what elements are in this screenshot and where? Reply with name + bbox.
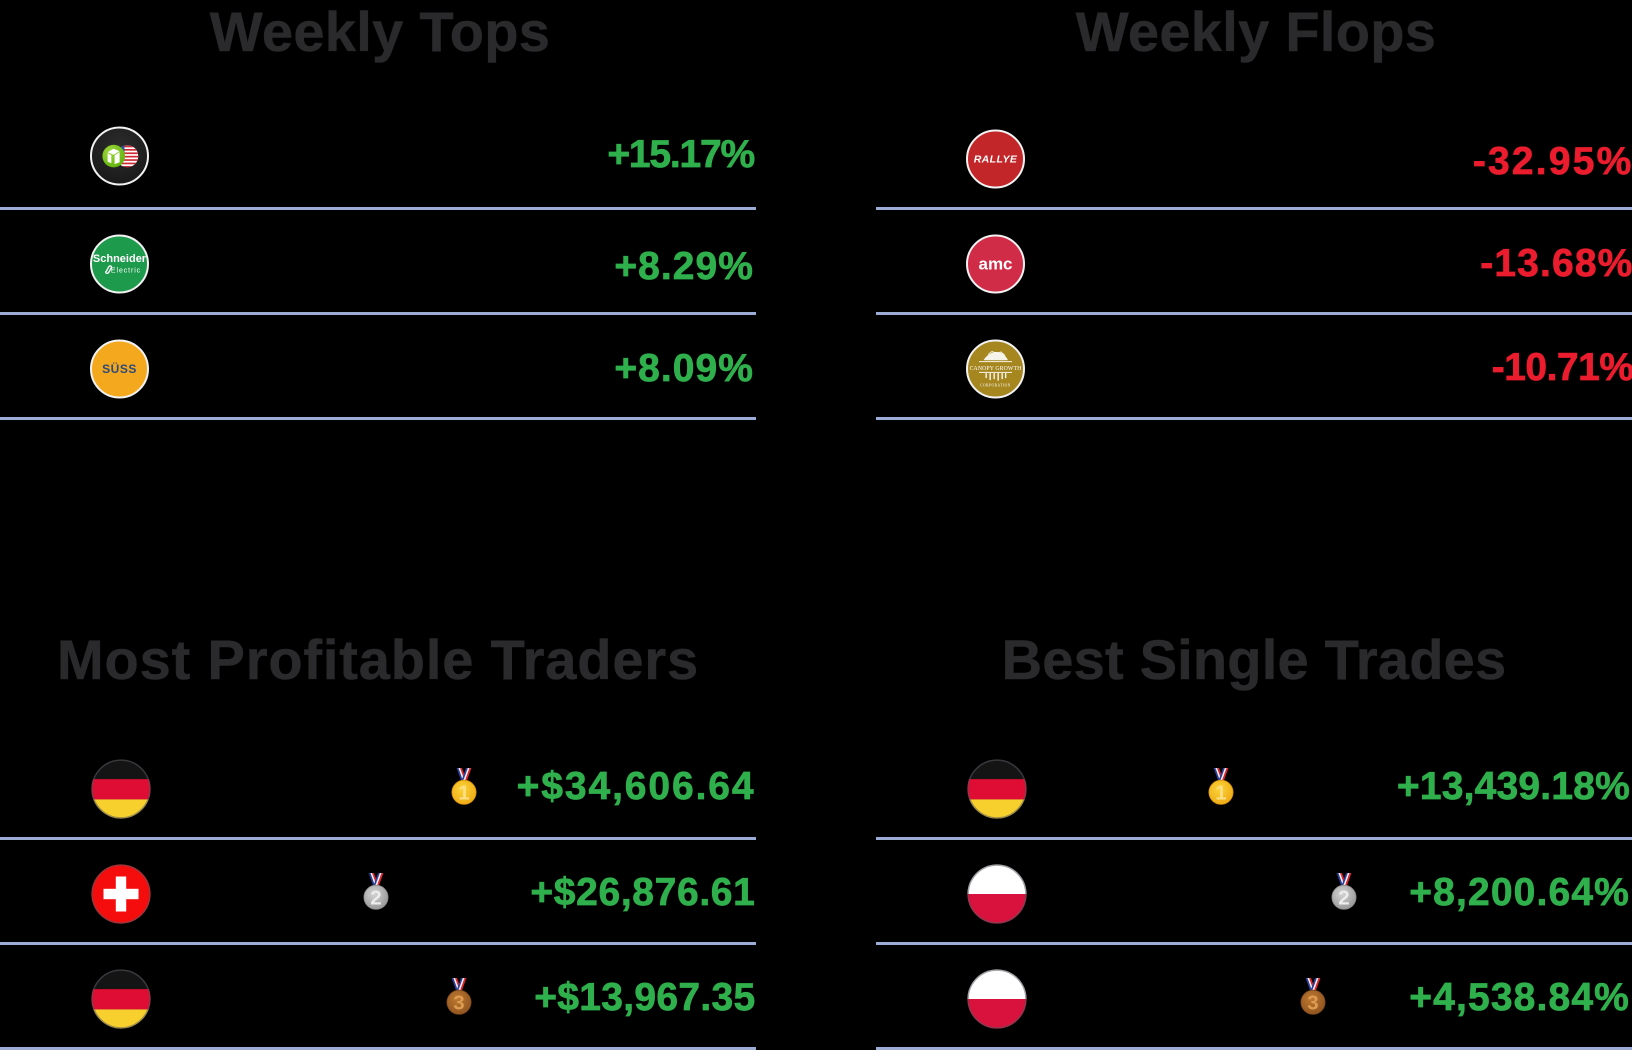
svg-text:CANOPY GROWTH: CANOPY GROWTH	[970, 366, 1023, 372]
svg-text:2: 2	[1338, 886, 1349, 909]
svg-text:amc: amc	[978, 254, 1012, 273]
svg-text:2: 2	[370, 886, 381, 909]
svg-text:1: 1	[458, 781, 469, 804]
svg-text:3: 3	[453, 991, 464, 1014]
svg-text:CORPORATION: CORPORATION	[980, 383, 1011, 387]
svg-text:Schneider: Schneider	[93, 253, 147, 265]
svg-text:Electric: Electric	[111, 267, 141, 274]
svg-text:RALLYE: RALLYE	[974, 153, 1018, 165]
svg-text:1: 1	[1215, 781, 1226, 804]
svg-text:SÜSS: SÜSS	[102, 361, 137, 376]
svg-text:3: 3	[1307, 991, 1318, 1014]
